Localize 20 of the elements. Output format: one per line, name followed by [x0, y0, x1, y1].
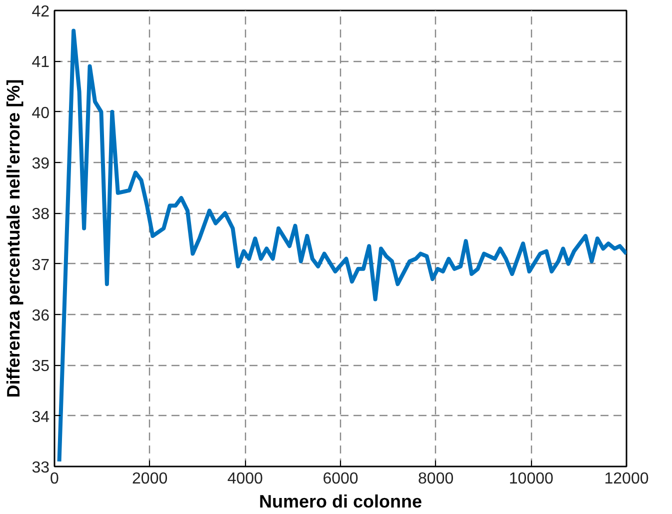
x-tick-label: 0: [50, 470, 60, 488]
y-axis-title: Differenza percentuale nell'errore [%]: [4, 79, 24, 398]
y-tick-label: 37: [32, 256, 50, 274]
x-tick-label: 2000: [132, 470, 168, 488]
x-tick-label: 10000: [508, 470, 554, 488]
y-tick-label: 34: [32, 408, 50, 426]
y-tick-label: 36: [32, 308, 50, 324]
y-tick-label: 41: [32, 54, 50, 72]
y-tick-label: 39: [32, 156, 50, 172]
y-tick-label: 35: [32, 358, 50, 376]
x-tick-label: 4000: [227, 470, 264, 488]
y-tick-label: 42: [32, 4, 50, 20]
x-tick-label: 6000: [322, 470, 358, 488]
y-tick-label: 38: [32, 206, 50, 224]
x-tick-label: 8000: [418, 470, 454, 488]
line-series: [57, 28, 626, 464]
x-tick-label: 12000: [604, 470, 649, 488]
y-tick-label: 33: [32, 460, 50, 476]
y-tick-label: 40: [32, 104, 50, 122]
x-axis-title: Numero di colonne: [258, 492, 422, 512]
